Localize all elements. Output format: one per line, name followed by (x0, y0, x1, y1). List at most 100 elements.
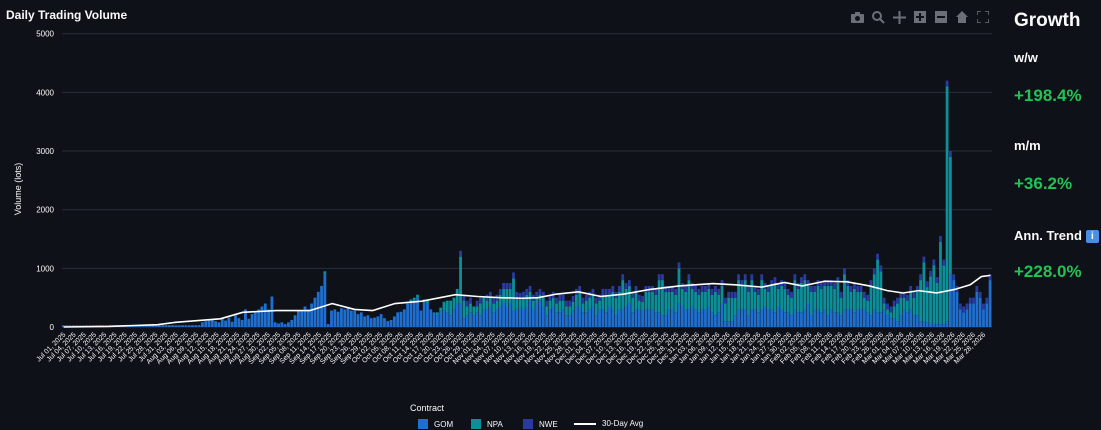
bar-gom[interactable] (409, 302, 413, 327)
bar-gom[interactable] (942, 324, 946, 327)
bar-gom[interactable] (161, 325, 165, 327)
bar-gom[interactable] (753, 309, 757, 327)
bar-gom[interactable] (584, 312, 588, 327)
bar-npa[interactable] (568, 306, 572, 316)
bar-gom[interactable] (578, 306, 582, 327)
bar-nwe[interactable] (962, 306, 966, 313)
bar-gom[interactable] (975, 291, 979, 327)
bar-nwe[interactable] (945, 80, 949, 87)
bar-nwe[interactable] (929, 270, 932, 277)
bar-npa[interactable] (459, 256, 462, 304)
bar-nwe[interactable] (690, 283, 694, 289)
bar-npa[interactable] (409, 299, 413, 303)
bar-gom[interactable] (700, 309, 704, 327)
bar-gom[interactable] (919, 321, 922, 327)
bar-gom[interactable] (849, 309, 853, 327)
bar-nwe[interactable] (667, 285, 671, 292)
bar-gom[interactable] (356, 314, 360, 327)
bar-gom[interactable] (955, 291, 959, 327)
bar-nwe[interactable] (747, 285, 750, 292)
bar-npa[interactable] (465, 306, 469, 316)
bar-gom[interactable] (621, 309, 625, 327)
bar-nwe[interactable] (915, 285, 919, 292)
bar-npa[interactable] (707, 288, 711, 307)
bar-npa[interactable] (551, 297, 555, 307)
bar-gom[interactable] (363, 316, 366, 327)
bar-gom[interactable] (227, 317, 231, 327)
bar-gom[interactable] (915, 315, 919, 327)
bar-nwe[interactable] (657, 274, 661, 281)
bar-gom[interactable] (853, 312, 856, 327)
bar-npa[interactable] (485, 300, 489, 310)
bar-gom[interactable] (813, 309, 817, 327)
bars[interactable] (62, 80, 992, 328)
bar-gom[interactable] (270, 296, 274, 328)
bar-npa[interactable] (730, 297, 734, 322)
bar-npa[interactable] (929, 276, 932, 324)
bar-nwe[interactable] (796, 283, 800, 289)
bar-nwe[interactable] (902, 291, 906, 298)
bar-nwe[interactable] (965, 303, 969, 310)
bar-npa[interactable] (482, 297, 486, 310)
bar-npa[interactable] (694, 291, 697, 310)
bar-gom[interactable] (945, 321, 949, 327)
bar-gom[interactable] (651, 309, 654, 327)
bar-nwe[interactable] (584, 294, 588, 301)
bar-gom[interactable] (498, 306, 502, 327)
bar-npa[interactable] (670, 291, 674, 310)
bar-gom[interactable] (561, 309, 565, 327)
bar-nwe[interactable] (886, 303, 889, 310)
bar-gom[interactable] (833, 312, 836, 327)
bar-gom[interactable] (171, 325, 175, 327)
bar-npa[interactable] (710, 294, 714, 313)
bar-gom[interactable] (545, 315, 549, 327)
bar-npa[interactable] (892, 306, 896, 319)
bar-npa[interactable] (323, 271, 327, 275)
bar-npa[interactable] (512, 278, 515, 311)
bar-nwe[interactable] (538, 288, 542, 295)
bar-gom[interactable] (346, 307, 350, 327)
bar-nwe[interactable] (565, 300, 568, 307)
bar-gom[interactable] (829, 309, 833, 327)
bar-gom[interactable] (366, 315, 370, 327)
bar-gom[interactable] (201, 322, 204, 327)
bar-nwe[interactable] (793, 274, 797, 281)
bar-nwe[interactable] (469, 297, 472, 304)
home-icon[interactable] (953, 9, 971, 25)
bar-npa[interactable] (449, 300, 453, 316)
bar-nwe[interactable] (859, 285, 863, 292)
bar-nwe[interactable] (905, 294, 909, 301)
bar-gom[interactable] (773, 312, 777, 327)
bar-gom[interactable] (369, 318, 373, 327)
bar-gom[interactable] (803, 309, 807, 327)
bar-npa[interactable] (720, 285, 724, 304)
bar-nwe[interactable] (853, 283, 856, 289)
bar-nwe[interactable] (750, 274, 754, 281)
bar-npa[interactable] (472, 306, 476, 316)
bar-npa[interactable] (525, 294, 529, 307)
bar-gom[interactable] (624, 306, 628, 327)
bar-gom[interactable] (694, 309, 697, 327)
bar-nwe[interactable] (594, 297, 598, 304)
bar-npa[interactable] (925, 287, 929, 323)
bar-nwe[interactable] (899, 291, 903, 298)
bar-gom[interactable] (684, 309, 688, 327)
bar-nwe[interactable] (508, 283, 512, 289)
bar-gom[interactable] (502, 303, 505, 327)
bar-gom[interactable] (965, 309, 969, 327)
bar-npa[interactable] (604, 294, 608, 313)
bar-gom[interactable] (948, 274, 952, 327)
bar-npa[interactable] (690, 288, 694, 307)
bar-gom[interactable] (780, 309, 783, 327)
bar-gom[interactable] (310, 303, 314, 327)
bar-npa[interactable] (591, 294, 595, 307)
bar-npa[interactable] (740, 285, 744, 310)
bar-gom[interactable] (809, 315, 813, 327)
bar-nwe[interactable] (502, 283, 505, 289)
bar-nwe[interactable] (488, 291, 492, 298)
bar-nwe[interactable] (869, 280, 873, 286)
bar-gom[interactable] (727, 321, 731, 327)
bar-npa[interactable] (859, 291, 863, 310)
bar-gom[interactable] (396, 312, 400, 327)
bar-gom[interactable] (392, 316, 396, 327)
